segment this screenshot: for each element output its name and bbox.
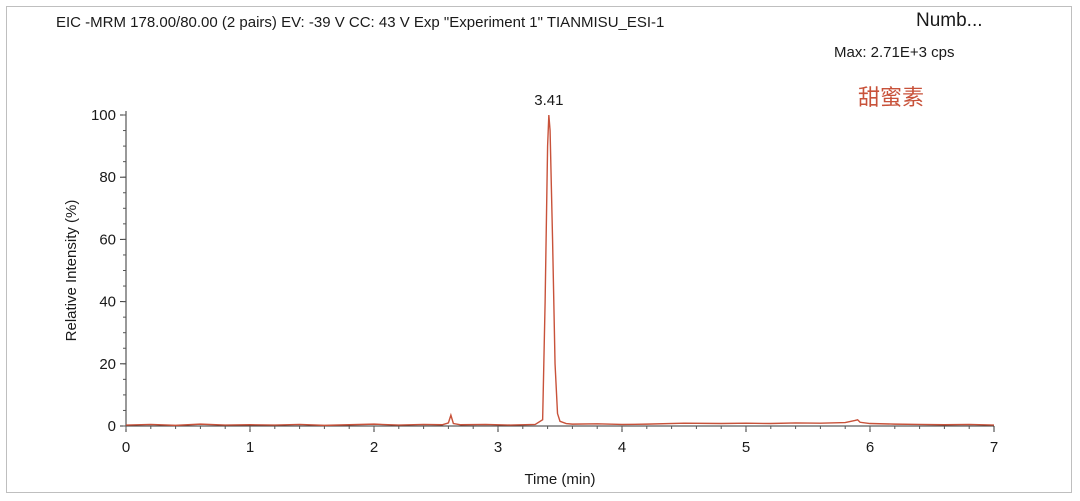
y-tick-label: 0 (108, 418, 116, 435)
y-tick-label: 80 (99, 169, 116, 186)
chart-frame (6, 6, 1072, 493)
chart-title: EIC -MRM 178.00/80.00 (2 pairs) EV: -39 … (56, 14, 665, 31)
ticks-group: 0 1 2 3 4 5 6 7 0 20 40 60 80 100 (91, 107, 998, 456)
y-tick-label: 40 (99, 294, 116, 311)
x-tick-label: 2 (370, 439, 378, 456)
y-tick-label: 20 (99, 356, 116, 373)
axes-group (125, 111, 994, 427)
x-tick-label: 0 (122, 439, 130, 456)
y-axis-title: Relative Intensity (%) (63, 200, 80, 342)
x-tick-label: 3 (494, 439, 502, 456)
compound-label: 甜蜜素 (858, 86, 925, 111)
x-tick-label: 7 (990, 439, 998, 456)
x-tick-label: 4 (618, 439, 626, 456)
y-tick-label: 100 (91, 107, 116, 124)
x-tick-label: 5 (742, 439, 750, 456)
x-tick-label: 6 (866, 439, 874, 456)
series-line (125, 114, 995, 427)
x-axis-title: Time (min) (524, 471, 595, 488)
x-tick-label: 1 (246, 439, 254, 456)
y-tick-label: 60 (99, 231, 116, 248)
max-intensity-label: Max: 2.71E+3 cps (834, 44, 955, 61)
title-overflow-label: Numb... (916, 10, 983, 31)
peak-annotation-label: 3.41 (534, 92, 563, 109)
